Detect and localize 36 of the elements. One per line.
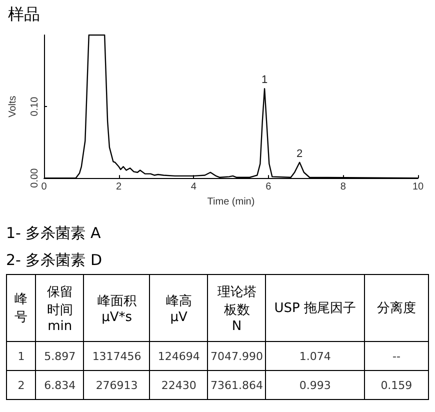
x-tick-label: 8 <box>340 182 346 193</box>
text: USP 拖尾因子 <box>266 274 364 342</box>
y-axis-title: Volts <box>8 96 18 118</box>
x-tick-label: 6 <box>266 182 272 193</box>
text: 276913 <box>84 370 150 400</box>
y-tick-label: 0.10 <box>30 96 40 116</box>
text: 1 <box>6 342 36 370</box>
text: 2 <box>6 370 36 400</box>
x-tick-label: 10 <box>412 182 424 193</box>
annotation: 1 <box>261 74 268 86</box>
text: 1317456 <box>84 342 150 370</box>
text: 5.897 <box>36 342 84 370</box>
text: 2- 多杀菌素 D <box>6 250 104 271</box>
text: 7047.990 <box>208 342 266 370</box>
x-axis-title: Time (min) <box>207 196 255 208</box>
text: 保留时间 min <box>36 274 84 342</box>
annotation: 2 <box>296 148 303 160</box>
text: 0.159 <box>364 370 428 400</box>
text: 峰高 μV <box>150 274 208 342</box>
text: 6.834 <box>36 370 84 400</box>
text: 124694 <box>150 342 208 370</box>
x-tick-label: 4 <box>190 182 197 193</box>
text: 22430 <box>150 370 208 400</box>
text: 峰号 <box>6 274 36 342</box>
chart-title: 样品 <box>8 6 40 24</box>
text: 1.074 <box>266 342 364 370</box>
x-tick-label: 2 <box>116 182 122 193</box>
text: -- <box>364 342 428 370</box>
text: 峰面积 μV*s <box>84 274 150 342</box>
text: 0.993 <box>266 370 364 400</box>
y-tick-label: 0.00 <box>30 168 40 188</box>
text: 7361.864 <box>208 370 266 400</box>
text: 理论塔板数 N <box>208 274 266 342</box>
x-tick-label: 0 <box>41 182 48 193</box>
text: 1- 多杀菌素 A <box>6 223 102 244</box>
text: 分离度 <box>364 274 428 342</box>
